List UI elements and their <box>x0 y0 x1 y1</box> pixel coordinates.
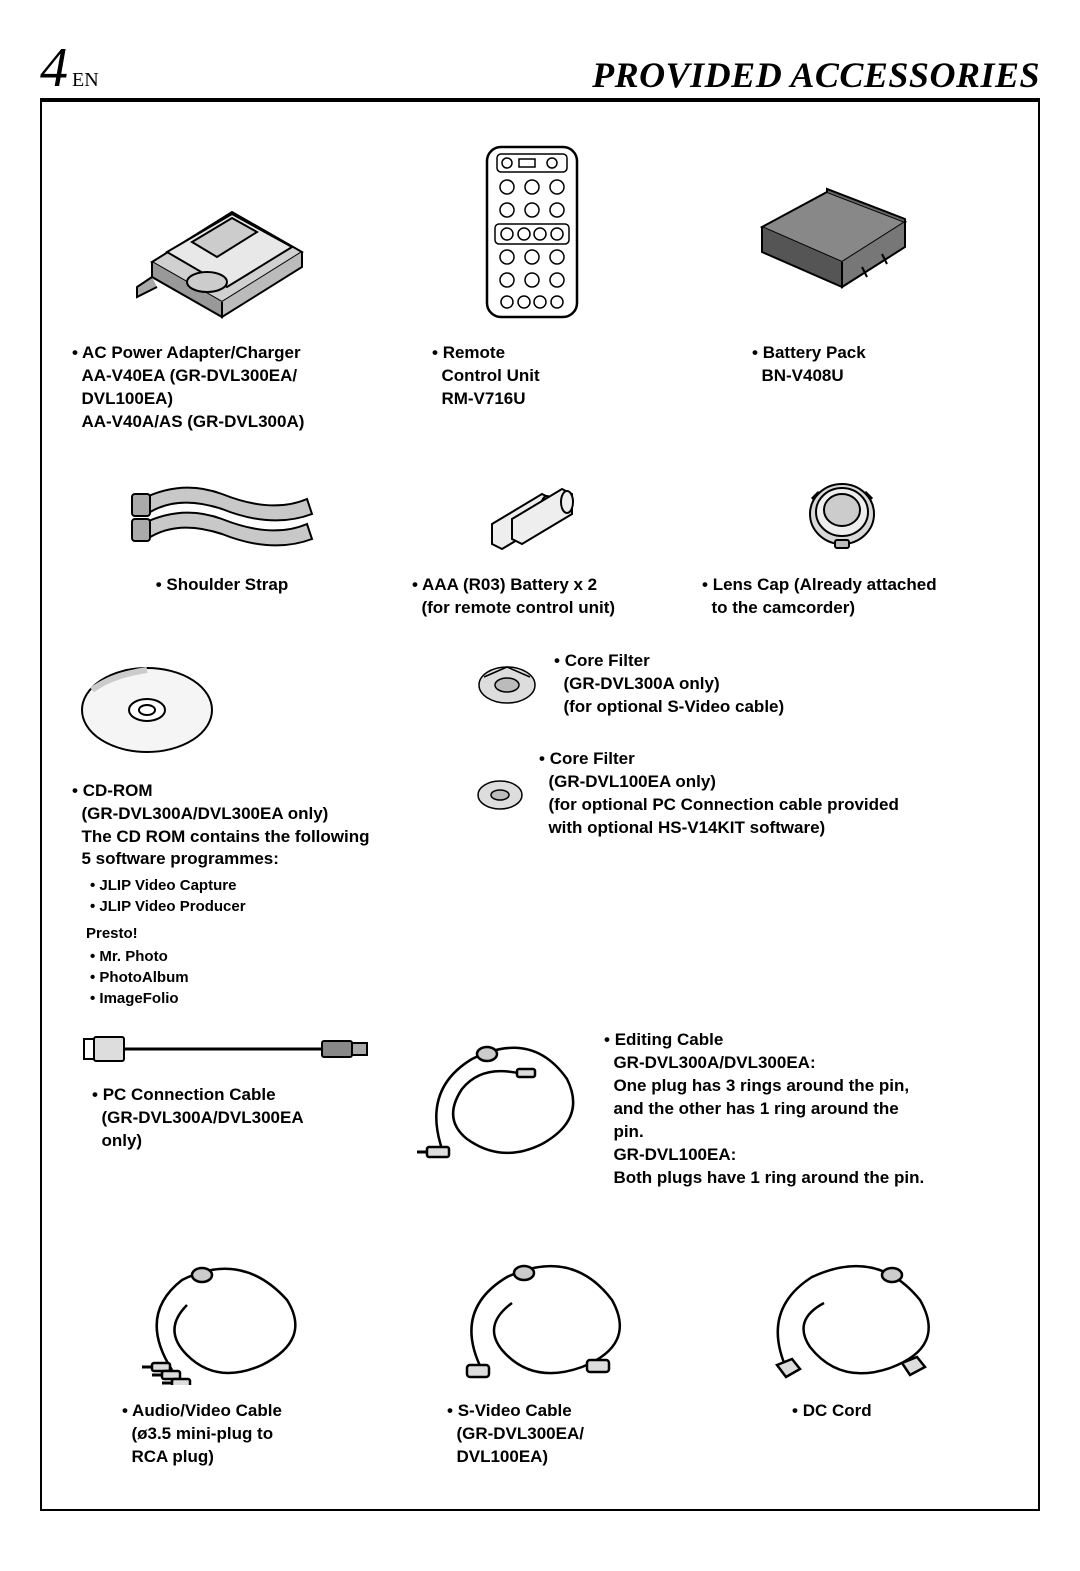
row-5: • Audio/Video Cable (ø3.5 mini-plug to R… <box>72 1250 1008 1469</box>
item-core-filter-1: • Core Filter (GR-DVL300A only) (for opt… <box>472 650 1008 719</box>
item-battery: • Battery Pack BN-V408U <box>692 132 972 434</box>
item-cdrom: • CD-ROM (GR-DVL300A/DVL300EA only) The … <box>72 650 452 1010</box>
item-av-cable: • Audio/Video Cable (ø3.5 mini-plug to R… <box>72 1250 372 1469</box>
dc-cord-label: • DC Cord <box>712 1400 992 1423</box>
pc-cable-illustration <box>72 1029 392 1084</box>
cdrom-software-list: JLIP Video Capture JLIP Video Producer P… <box>72 875 452 1009</box>
item-editing-cable: • Editing Cable GR-DVL300A/DVL300EA: One… <box>412 1029 1008 1190</box>
aaa-illustration <box>472 464 592 564</box>
pc-cable-label: • PC Connection Cable (GR-DVL300A/DVL300… <box>72 1084 392 1153</box>
ac-adapter-illustration <box>122 132 322 332</box>
dc-cord-illustration <box>752 1250 952 1390</box>
page-number: 4 EN <box>40 40 99 96</box>
remote-label: • Remote Control Unit RM-V716U <box>392 342 672 411</box>
item-lenscap: • Lens Cap (Already attached to the camc… <box>692 464 992 620</box>
item-remote: • Remote Control Unit RM-V716U <box>392 132 672 434</box>
av-cable-illustration <box>122 1250 322 1390</box>
cdrom-illustration <box>72 650 452 780</box>
item-svideo-cable: • S-Video Cable (GR-DVL300EA/ DVL100EA) <box>392 1250 692 1469</box>
cdrom-label: • CD-ROM (GR-DVL300A/DVL300EA only) The … <box>72 780 452 872</box>
aaa-label: • AAA (R03) Battery x 2 (for remote cont… <box>392 574 672 620</box>
core-filter-2-illustration <box>472 772 527 817</box>
editing-cable-label: • Editing Cable GR-DVL300A/DVL300EA: One… <box>604 1029 1008 1190</box>
row-1: • AC Power Adapter/Charger AA-V40EA (GR-… <box>72 132 1008 434</box>
battery-label: • Battery Pack BN-V408U <box>692 342 972 388</box>
editing-cable-illustration <box>412 1029 592 1169</box>
battery-illustration <box>747 132 917 332</box>
remote-illustration <box>477 132 587 332</box>
item-aaa-battery: • AAA (R03) Battery x 2 (for remote cont… <box>392 464 672 620</box>
row-3: • CD-ROM (GR-DVL300A/DVL300EA only) The … <box>72 650 1008 1010</box>
core-filter-1-label: • Core Filter (GR-DVL300A only) (for opt… <box>554 650 1008 719</box>
strap-label: • Shoulder Strap <box>72 574 372 597</box>
strap-illustration <box>122 464 322 564</box>
core-filter-2-label: • Core Filter (GR-DVL100EA only) (for op… <box>539 748 1008 840</box>
row-2: • Shoulder Strap • AAA (R03) Battery x 2… <box>72 464 1008 620</box>
item-dc-cord: • DC Cord <box>712 1250 992 1469</box>
page-header: 4 EN PROVIDED ACCESSORIES <box>40 40 1040 102</box>
core-filter-1-illustration <box>472 657 542 712</box>
svideo-illustration <box>442 1250 642 1390</box>
page-lang: EN <box>72 70 99 90</box>
av-cable-label: • Audio/Video Cable (ø3.5 mini-plug to R… <box>72 1400 372 1469</box>
lenscap-label: • Lens Cap (Already attached to the camc… <box>692 574 992 620</box>
page-title: PROVIDED ACCESSORIES <box>592 54 1040 96</box>
row-4: • PC Connection Cable (GR-DVL300A/DVL300… <box>72 1029 1008 1220</box>
ac-adapter-label: • AC Power Adapter/Charger AA-V40EA (GR-… <box>72 342 372 434</box>
item-core-filter-2: • Core Filter (GR-DVL100EA only) (for op… <box>472 748 1008 840</box>
svideo-label: • S-Video Cable (GR-DVL300EA/ DVL100EA) <box>392 1400 692 1469</box>
page-number-digit: 4 <box>40 40 68 96</box>
item-ac-adapter: • AC Power Adapter/Charger AA-V40EA (GR-… <box>72 132 372 434</box>
lenscap-illustration <box>797 464 887 564</box>
item-strap: • Shoulder Strap <box>72 464 372 620</box>
content-frame: • AC Power Adapter/Charger AA-V40EA (GR-… <box>40 102 1040 1511</box>
item-pc-cable: • PC Connection Cable (GR-DVL300A/DVL300… <box>72 1029 392 1153</box>
core-filters-column: • Core Filter (GR-DVL300A only) (for opt… <box>472 650 1008 871</box>
